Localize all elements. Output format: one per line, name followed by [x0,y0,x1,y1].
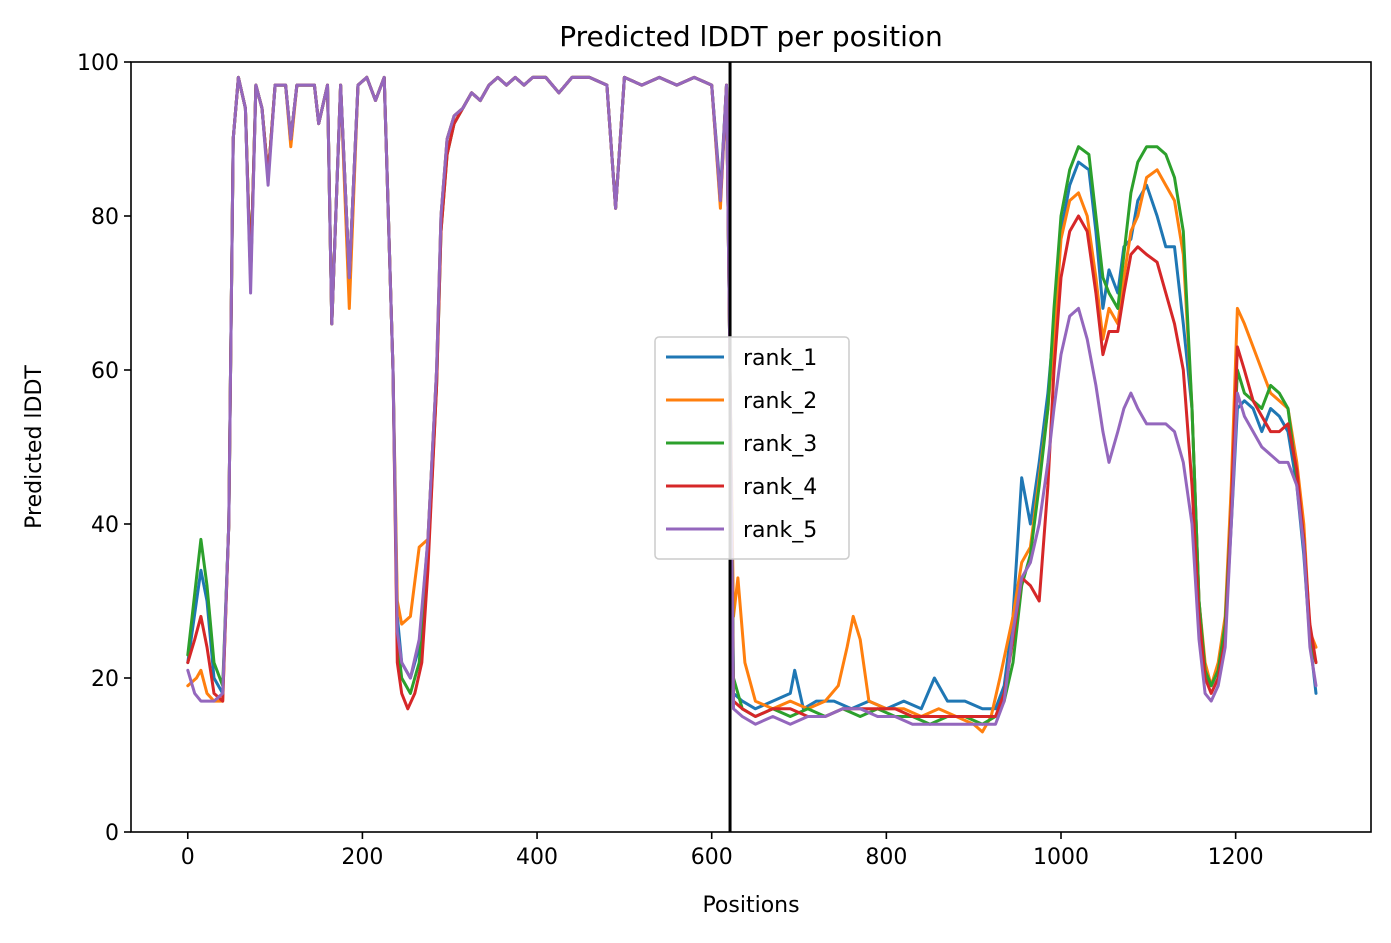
y-tick-label: 60 [91,359,119,384]
series-line-rank-5 [186,75,1318,726]
x-tick-label: 400 [516,845,558,870]
legend-box [654,336,850,560]
chart-title: Predicted lDDT per position [559,20,943,53]
y-axis-label: Predicted lDDT [22,365,47,529]
x-tick-label: 600 [691,845,733,870]
y-tick-label: 100 [77,51,119,76]
y-tick-label: 0 [105,821,119,846]
y-tick-label: 20 [91,667,119,692]
legend-label-rank-4: rank_4 [743,475,817,500]
legend-label-rank-5: rank_5 [743,518,817,543]
axes-layer: 0 200 400 600 800 1000 1200 0 20 40 60 80 100 [77,51,1372,870]
x-tick-label: 0 [181,845,195,870]
x-tick-label: 800 [865,845,907,870]
x-tick-label: 1000 [1033,845,1089,870]
y-tick-label: 40 [91,513,119,538]
y-tick-label: 80 [91,205,119,230]
x-tick-label: 200 [341,845,383,870]
legend: rank_1 rank_2 rank_3 rank_4 rank_5 [654,336,850,560]
x-axis-label: Positions [702,893,799,918]
plot-frame [130,61,1372,833]
legend-label-rank-2: rank_2 [743,389,817,414]
x-tick-label: 1200 [1208,845,1264,870]
legend-label-rank-3: rank_3 [743,432,817,457]
legend-label-rank-1: rank_1 [743,346,817,371]
